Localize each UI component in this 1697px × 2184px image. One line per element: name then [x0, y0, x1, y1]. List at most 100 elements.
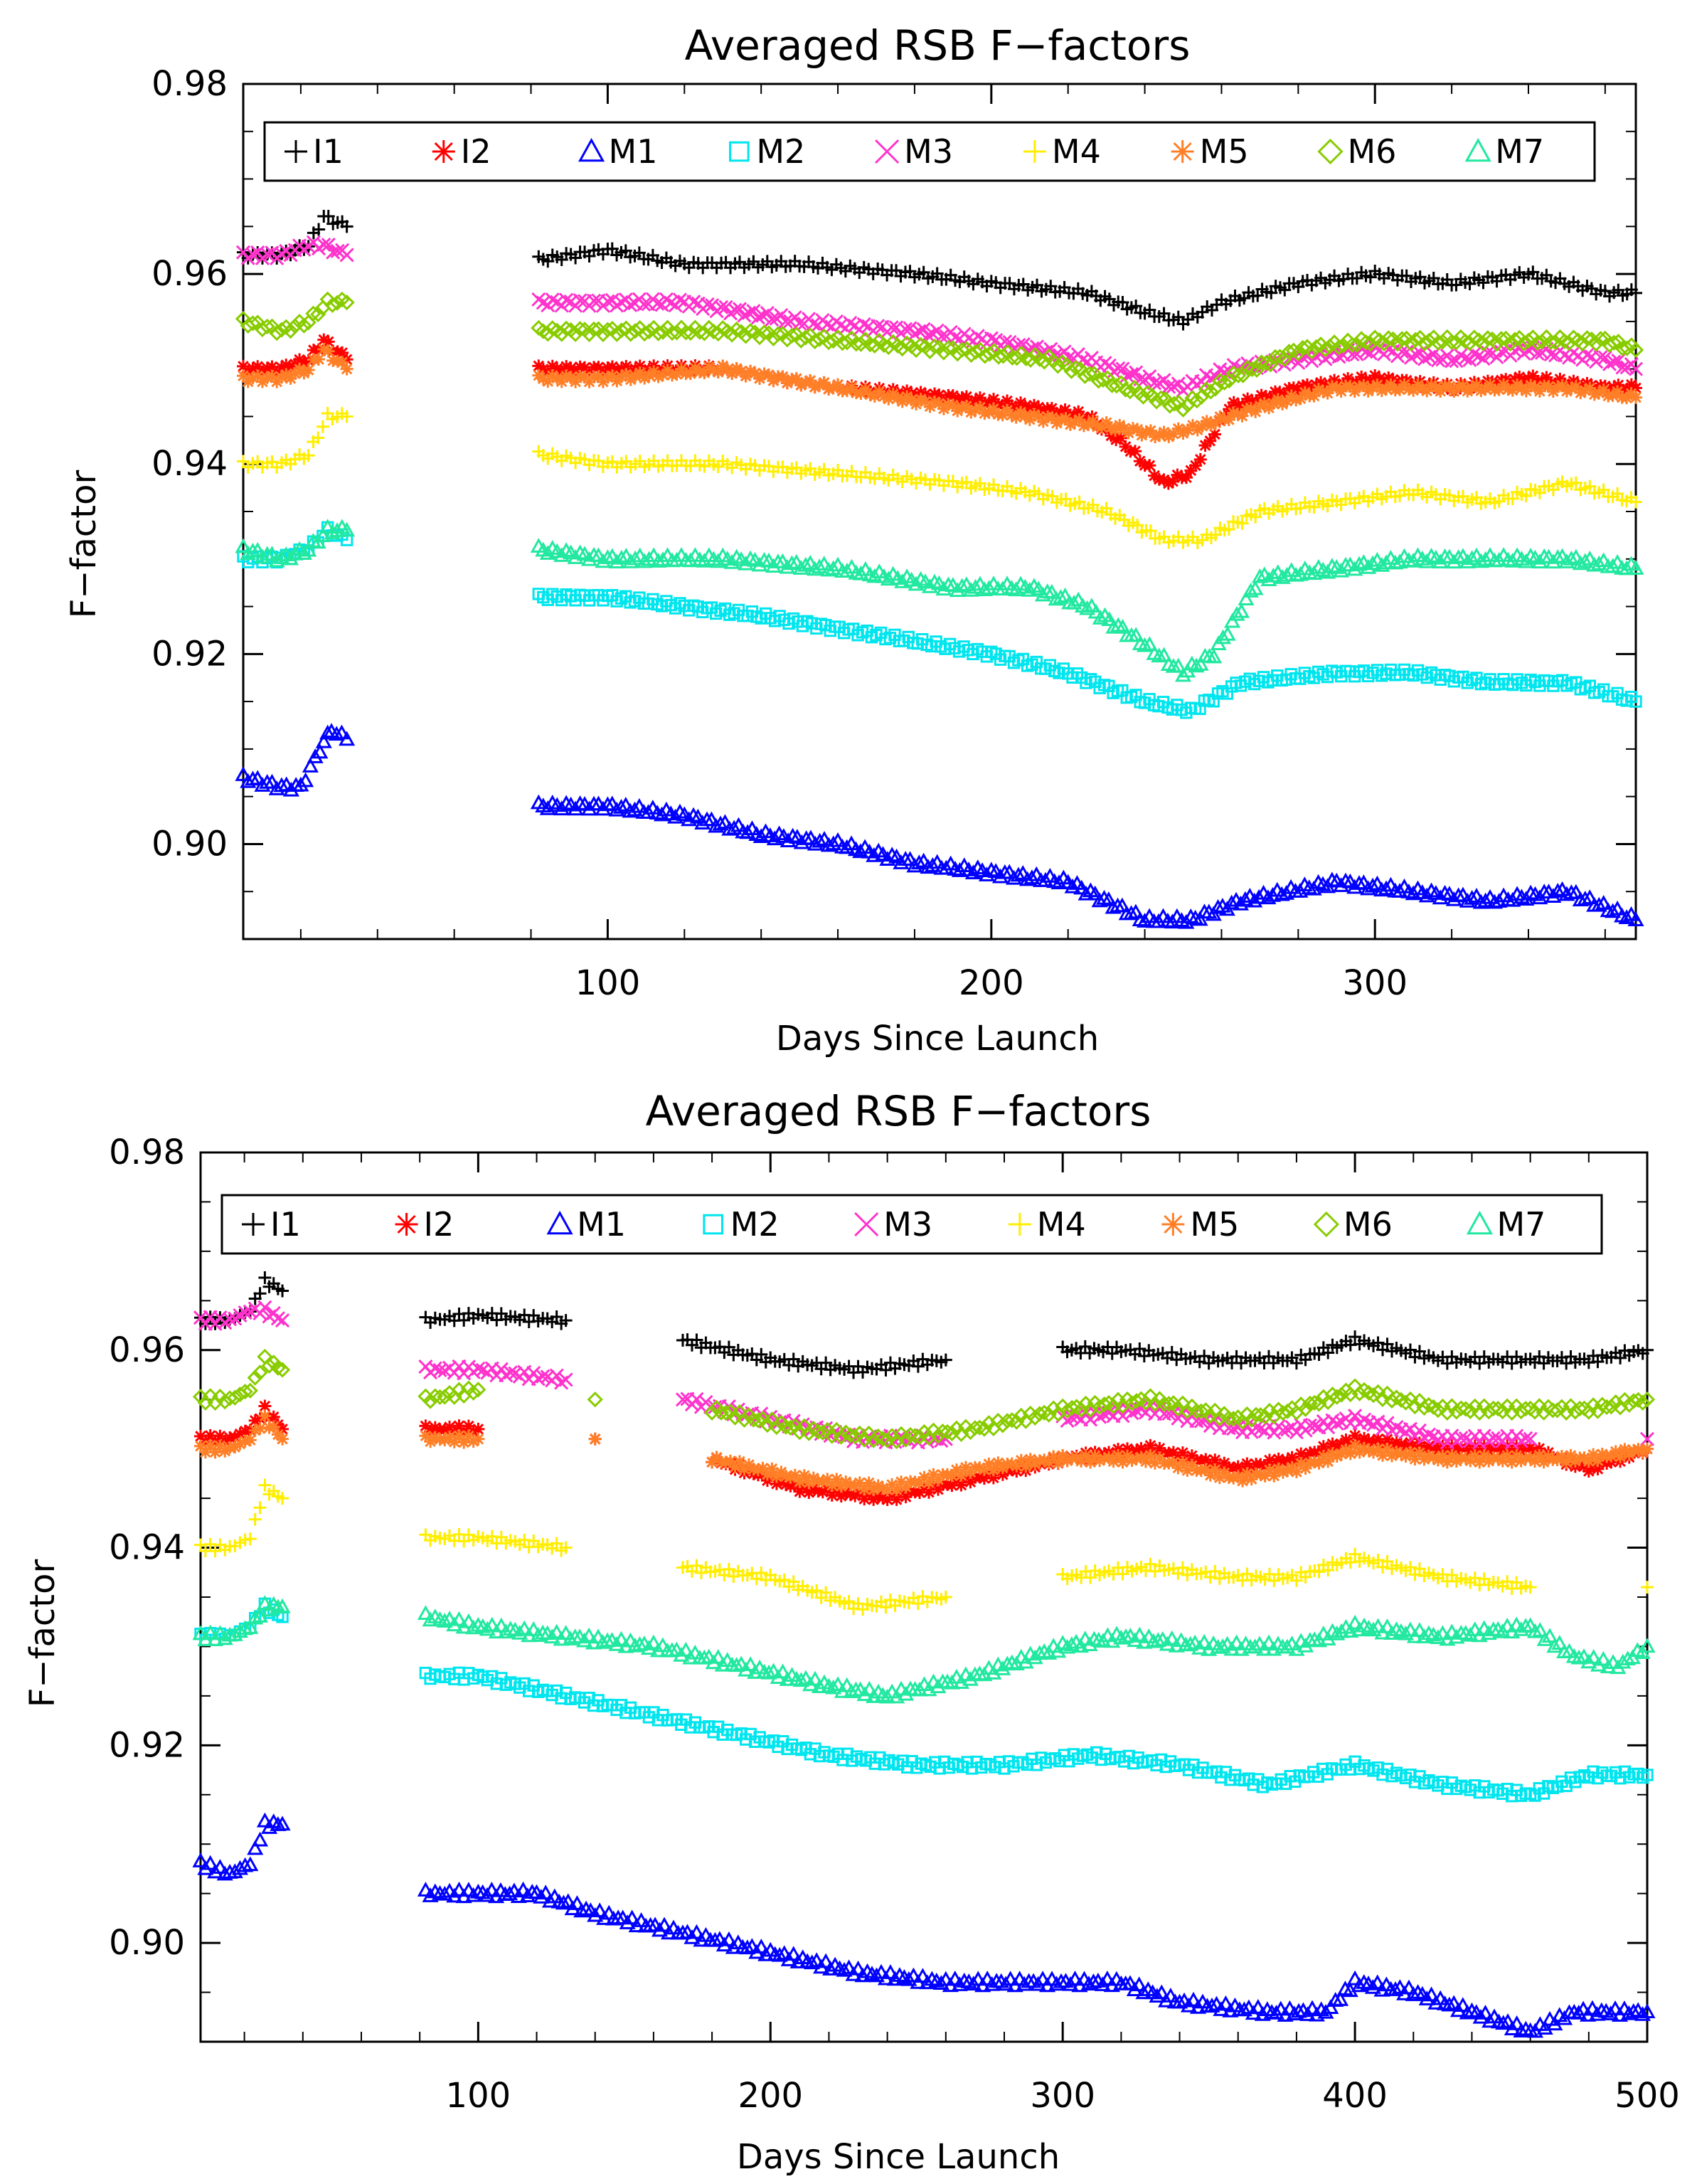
chart-2-point-m5 [1564, 1448, 1578, 1462]
chart-2-point-i2 [248, 1414, 262, 1427]
chart-2-point-m3 [1412, 1423, 1427, 1438]
chart-2-point-m3 [1486, 1431, 1501, 1446]
chart-2-point-m1 [1369, 1974, 1386, 1990]
chart-2-point-m5 [895, 1475, 908, 1489]
chart-2-point-m5 [1440, 1456, 1454, 1469]
chart-1-point-m5 [1334, 384, 1348, 398]
chart-1-point-m5 [1209, 416, 1223, 430]
chart-2-point-m1 [1454, 1997, 1472, 2013]
chart-1-point-m5 [615, 370, 628, 383]
chart-1-point-m6 [324, 297, 341, 313]
chart-2-point-i2 [1348, 1428, 1362, 1442]
chart-2-point-m1 [1267, 2005, 1285, 2020]
chart-2-point-m1 [600, 1904, 617, 1920]
chart-1-point-m5 [1425, 378, 1438, 392]
chart-2-point-i1 [879, 1363, 893, 1377]
chart-1-point-m5 [1515, 381, 1528, 395]
chart-2-point-m7 [1575, 1648, 1592, 1663]
chart-1-point-m1 [319, 724, 336, 740]
chart-1-point-m6 [622, 326, 639, 342]
chart-1-point-m3 [1543, 347, 1558, 362]
chart-1-point-m5 [1465, 381, 1479, 395]
chart-1-legend-label-m2: M2 [756, 132, 805, 171]
chart-2-point-m1 [242, 1856, 259, 1872]
chart-1-point-m7 [774, 553, 791, 568]
chart-2-point-m1 [1418, 1990, 1435, 2005]
chart-1-point-i2 [1309, 378, 1323, 392]
chart-1-point-m3 [586, 293, 602, 308]
chart-2-point-m5 [203, 1438, 217, 1452]
chart-2-point-m4 [690, 1559, 703, 1572]
chart-1-legend-marker-m4 [1023, 140, 1046, 163]
chart-1-point-i2 [1616, 383, 1629, 397]
chart-1-point-m7 [1030, 581, 1047, 596]
chart-1-point-m6 [1290, 345, 1307, 361]
chart-2-point-m7 [839, 1677, 856, 1692]
chart-2-point-m7 [242, 1619, 259, 1634]
chart-2-point-m1 [1459, 2004, 1476, 2020]
chart-2-point-i2 [1591, 1462, 1605, 1475]
chart-1-point-m6 [926, 338, 943, 354]
chart-1-point-m7 [235, 538, 252, 553]
chart-2-point-m7 [580, 1627, 597, 1643]
chart-1-point-m3 [916, 322, 931, 336]
chart-2-point-m5 [1203, 1468, 1217, 1482]
chart-2-point-m1 [817, 1953, 834, 1968]
chart-2-point-m1 [868, 1967, 885, 1983]
chart-1-point-m6 [310, 306, 326, 323]
chart-2-point-m5 [1276, 1465, 1289, 1479]
chart-2-point-m7 [1560, 1643, 1578, 1658]
chart-1-point-m1 [1191, 911, 1208, 926]
chart-1-point-m1 [1595, 895, 1612, 910]
chart-1-point-i2 [1264, 392, 1277, 405]
chart-2-point-m5 [1445, 1448, 1459, 1462]
chart-2-point-i2 [1199, 1453, 1213, 1466]
chart-1-point-m3 [672, 292, 688, 307]
chart-1-point-m5 [1104, 421, 1117, 435]
chart-2-point-m5 [862, 1476, 876, 1490]
chart-2-point-m7 [1504, 1623, 1521, 1639]
chart-1-point-m5 [560, 369, 573, 383]
chart-2-point-m1 [1322, 1999, 1339, 2014]
chart-2-point-m5 [1459, 1451, 1472, 1465]
chart-2-point-m6 [1634, 1394, 1651, 1411]
chart-2-point-i2 [1240, 1457, 1254, 1470]
chart-2-point-m7 [1526, 1623, 1544, 1638]
chart-1-point-m6 [1157, 391, 1174, 408]
chart-1-point-m6 [812, 331, 828, 347]
chart-1-point-m3 [623, 297, 638, 312]
chart-1-point-i2 [1241, 392, 1255, 405]
chart-2-series-m6 [192, 1348, 1656, 1450]
chart-1-point-m1 [1260, 889, 1277, 905]
chart-2-point-m5 [1236, 1474, 1250, 1488]
chart-1-point-m1 [1590, 896, 1607, 912]
chart-1-point-m1 [235, 766, 252, 781]
chart-1-point-i2 [546, 359, 559, 373]
chart-1-point-m7 [627, 550, 644, 566]
chart-2-point-m1 [1034, 1971, 1051, 1986]
chart-1-point-i2 [1193, 452, 1207, 466]
chart-2-point-m5 [438, 1433, 452, 1447]
chart-2-point-m6 [1297, 1401, 1314, 1417]
chart-2-point-m1 [1607, 2000, 1624, 2015]
chart-2-legend-marker-m4 [1008, 1213, 1031, 1236]
chart-2-point-m1 [605, 1910, 622, 1926]
chart-1-point-m5 [1384, 378, 1398, 391]
chart-2-point-m5 [472, 1432, 485, 1446]
chart-1-point-m1 [888, 848, 905, 864]
chart-1-point-m7 [1056, 587, 1074, 603]
chart-1-point-i2 [986, 393, 1000, 406]
chart-1-point-m6 [572, 321, 588, 337]
chart-1-point-m1 [712, 815, 729, 831]
chart-1-point-m5 [683, 367, 697, 381]
chart-1-point-i2 [619, 359, 633, 373]
chart-2-point-m5 [248, 1424, 262, 1437]
chart-2-point-i1 [939, 1353, 952, 1367]
chart-2-point-m6 [1031, 1406, 1048, 1422]
chart-2-point-m7 [1149, 1632, 1166, 1648]
chart-1-point-m6 [1068, 360, 1084, 376]
chart-2-legend-label-m6: M6 [1344, 1205, 1393, 1244]
chart-1-point-m6 [797, 329, 814, 346]
chart-1-point-m1 [730, 817, 748, 832]
chart-1-point-i1 [1143, 303, 1156, 317]
